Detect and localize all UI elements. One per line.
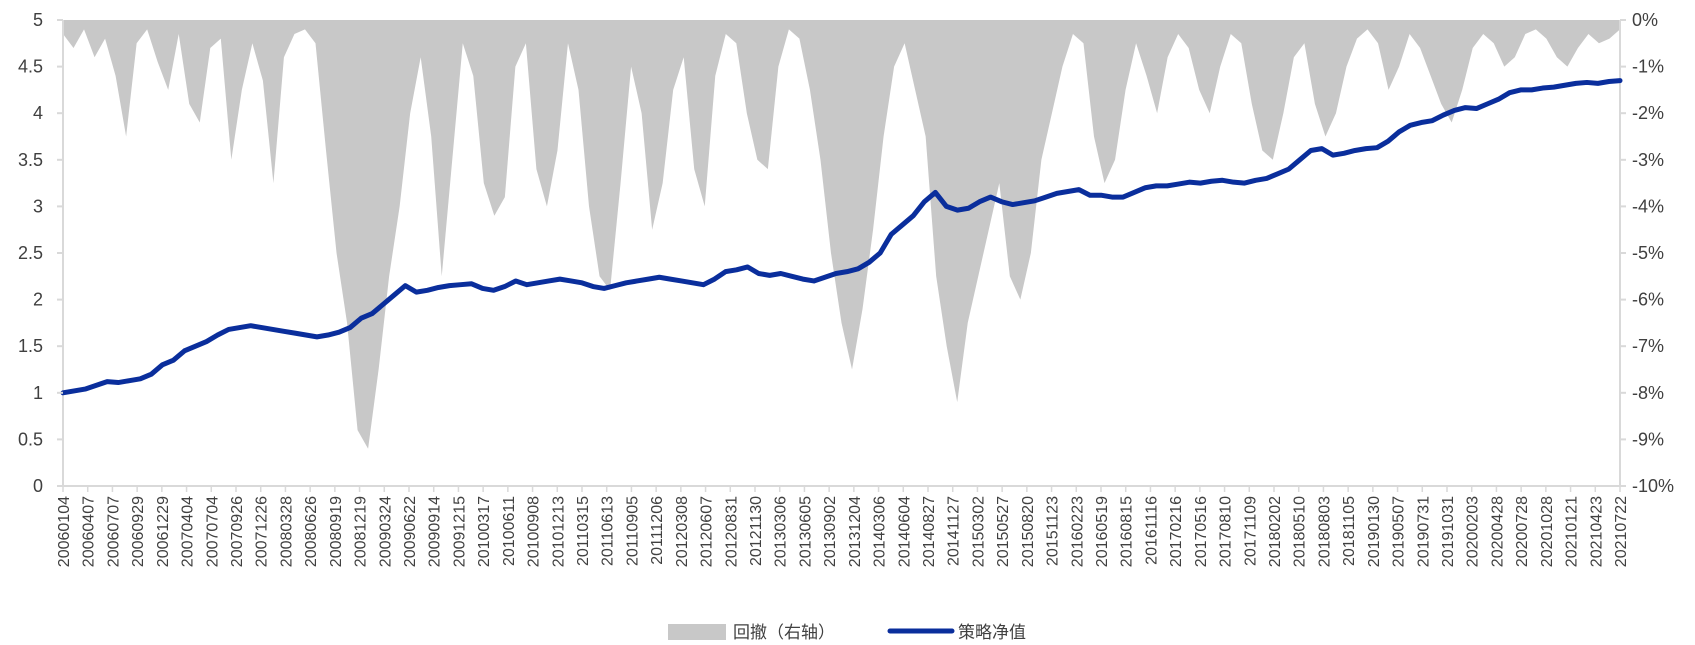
x-tick-label: 20171109	[1242, 496, 1259, 566]
x-tick-label: 20161116	[1143, 496, 1160, 565]
nav-line-series	[60, 78, 1623, 396]
x-tick-label: 20110905	[624, 496, 641, 566]
y2-tick-label: 0%	[1632, 10, 1658, 30]
x-tick-label: 20110315	[575, 496, 592, 566]
x-tick-label: 20100908	[526, 496, 543, 567]
y-tick-label: 1	[33, 383, 43, 403]
y2-tick-label: -2%	[1632, 103, 1664, 123]
x-tick-label: 20210121	[1564, 496, 1581, 567]
legend-swatch-drawdown	[668, 624, 726, 640]
legend: 回撤（右轴） 策略净值	[668, 623, 1026, 643]
x-tick-label: 20200728	[1514, 496, 1531, 567]
x-tick-label: 20190130	[1366, 496, 1383, 567]
y2-tick-label: -3%	[1632, 150, 1664, 170]
y-tick-label: 2.5	[18, 243, 43, 263]
y2-tick-label: -10%	[1632, 476, 1674, 496]
x-tick-label: 20170516	[1193, 496, 1210, 567]
y-tick-label: 1.5	[18, 336, 43, 356]
legend-label-drawdown: 回撤（右轴）	[733, 623, 835, 643]
x-tick-label: 20160223	[1069, 496, 1086, 567]
x-tick-label: 20081219	[353, 496, 370, 567]
x-tick-label: 20121130	[748, 496, 765, 566]
x-tick-label: 20090324	[377, 496, 394, 567]
x-tick-label: 20071226	[254, 496, 271, 567]
x-tick-label: 20130605	[797, 496, 814, 567]
y-tick-label: 0.5	[18, 429, 43, 449]
x-tick-label: 20120607	[699, 496, 716, 567]
nav-line	[60, 78, 1623, 396]
x-tick-label: 20130306	[773, 496, 790, 567]
x-tick-label: 20200428	[1489, 496, 1506, 567]
x-tick-label: 20170810	[1218, 496, 1235, 567]
x-tick-label: 20191031	[1440, 496, 1457, 567]
x-tick-label: 20060707	[105, 496, 122, 567]
x-tick-label: 20100611	[501, 496, 518, 566]
x-tick-label: 20150302	[970, 496, 987, 567]
y-tick-label: 3	[33, 196, 43, 216]
y2-tick-label: -7%	[1632, 336, 1664, 356]
x-tick-label: 20120308	[674, 496, 691, 567]
x-tick-label: 20060407	[81, 496, 98, 567]
x-tick-label: 20070926	[229, 496, 246, 567]
x-tick-label: 20180803	[1316, 496, 1333, 567]
x-tick-label: 20141127	[946, 496, 963, 566]
x-tick-label: 20140306	[872, 496, 889, 567]
x-tick-label: 20190731	[1415, 496, 1432, 567]
y2-tick-label: -1%	[1632, 57, 1664, 77]
y-tick-label: 2	[33, 290, 43, 310]
y-tick-label: 4	[33, 103, 43, 123]
x-tick-labels: 20060104 20060407 20060707 20060929 20061229…	[56, 486, 1630, 567]
right-y-tick-labels: -10% -9% -8% -7% -6% -5% -4% -3% -2% -1% 0%	[1620, 10, 1674, 496]
x-tick-label: 20090914	[427, 496, 444, 567]
y-tick-label: 0	[33, 476, 43, 496]
x-tick-label: 20160519	[1094, 496, 1111, 567]
drawdown-area	[63, 20, 1620, 449]
x-tick-label: 20131204	[847, 496, 864, 567]
y2-tick-label: -5%	[1632, 243, 1664, 263]
y2-tick-label: -6%	[1632, 290, 1664, 310]
x-tick-label: 20150820	[1020, 496, 1037, 567]
x-tick-label: 20201028	[1539, 496, 1556, 567]
x-tick-label: 20070704	[204, 496, 221, 567]
x-tick-label: 20190507	[1391, 496, 1408, 567]
x-tick-label: 20180202	[1267, 496, 1284, 567]
x-tick-label: 20061229	[155, 496, 172, 567]
x-tick-label: 20060929	[130, 496, 147, 567]
y2-tick-label: -4%	[1632, 196, 1664, 216]
x-tick-label: 20080919	[328, 496, 345, 567]
x-tick-label: 20080328	[278, 496, 295, 567]
x-tick-label: 20140827	[921, 496, 938, 567]
x-tick-label: 20101213	[550, 496, 567, 567]
left-y-tick-labels: 0 0.5 1 1.5 2 2.5 3 3.5 4 4.5 5	[18, 10, 63, 496]
y-tick-label: 5	[33, 10, 43, 30]
x-tick-label: 20130902	[822, 496, 839, 567]
y-tick-label: 4.5	[18, 57, 43, 77]
y2-tick-label: -8%	[1632, 383, 1664, 403]
x-tick-label: 20080626	[303, 496, 320, 567]
x-tick-label: 20140604	[896, 496, 913, 567]
x-tick-label: 20120831	[723, 496, 740, 567]
drawdown-area-series	[63, 20, 1620, 449]
x-tick-label: 20200203	[1465, 496, 1482, 567]
y2-tick-label: -9%	[1632, 429, 1664, 449]
x-tick-label: 20180510	[1292, 496, 1309, 567]
x-tick-label: 20100317	[476, 496, 493, 567]
x-tick-label: 20181105	[1341, 496, 1358, 566]
legend-label-nav: 策略净值	[958, 623, 1026, 643]
x-tick-label: 20060104	[56, 496, 73, 567]
x-tick-label: 20090622	[402, 496, 419, 567]
x-tick-label: 20150527	[995, 496, 1012, 567]
y-tick-label: 3.5	[18, 150, 43, 170]
x-tick-label: 20091215	[451, 496, 468, 567]
x-tick-label: 20111206	[649, 496, 666, 565]
x-tick-label: 20070404	[180, 496, 197, 567]
x-tick-label: 20210722	[1613, 496, 1630, 567]
x-tick-label: 20110613	[600, 496, 617, 566]
x-tick-label: 20151123	[1045, 496, 1062, 566]
x-tick-label: 20210423	[1588, 496, 1605, 567]
x-tick-label: 20170216	[1168, 496, 1185, 567]
x-tick-label: 20160815	[1119, 496, 1136, 567]
